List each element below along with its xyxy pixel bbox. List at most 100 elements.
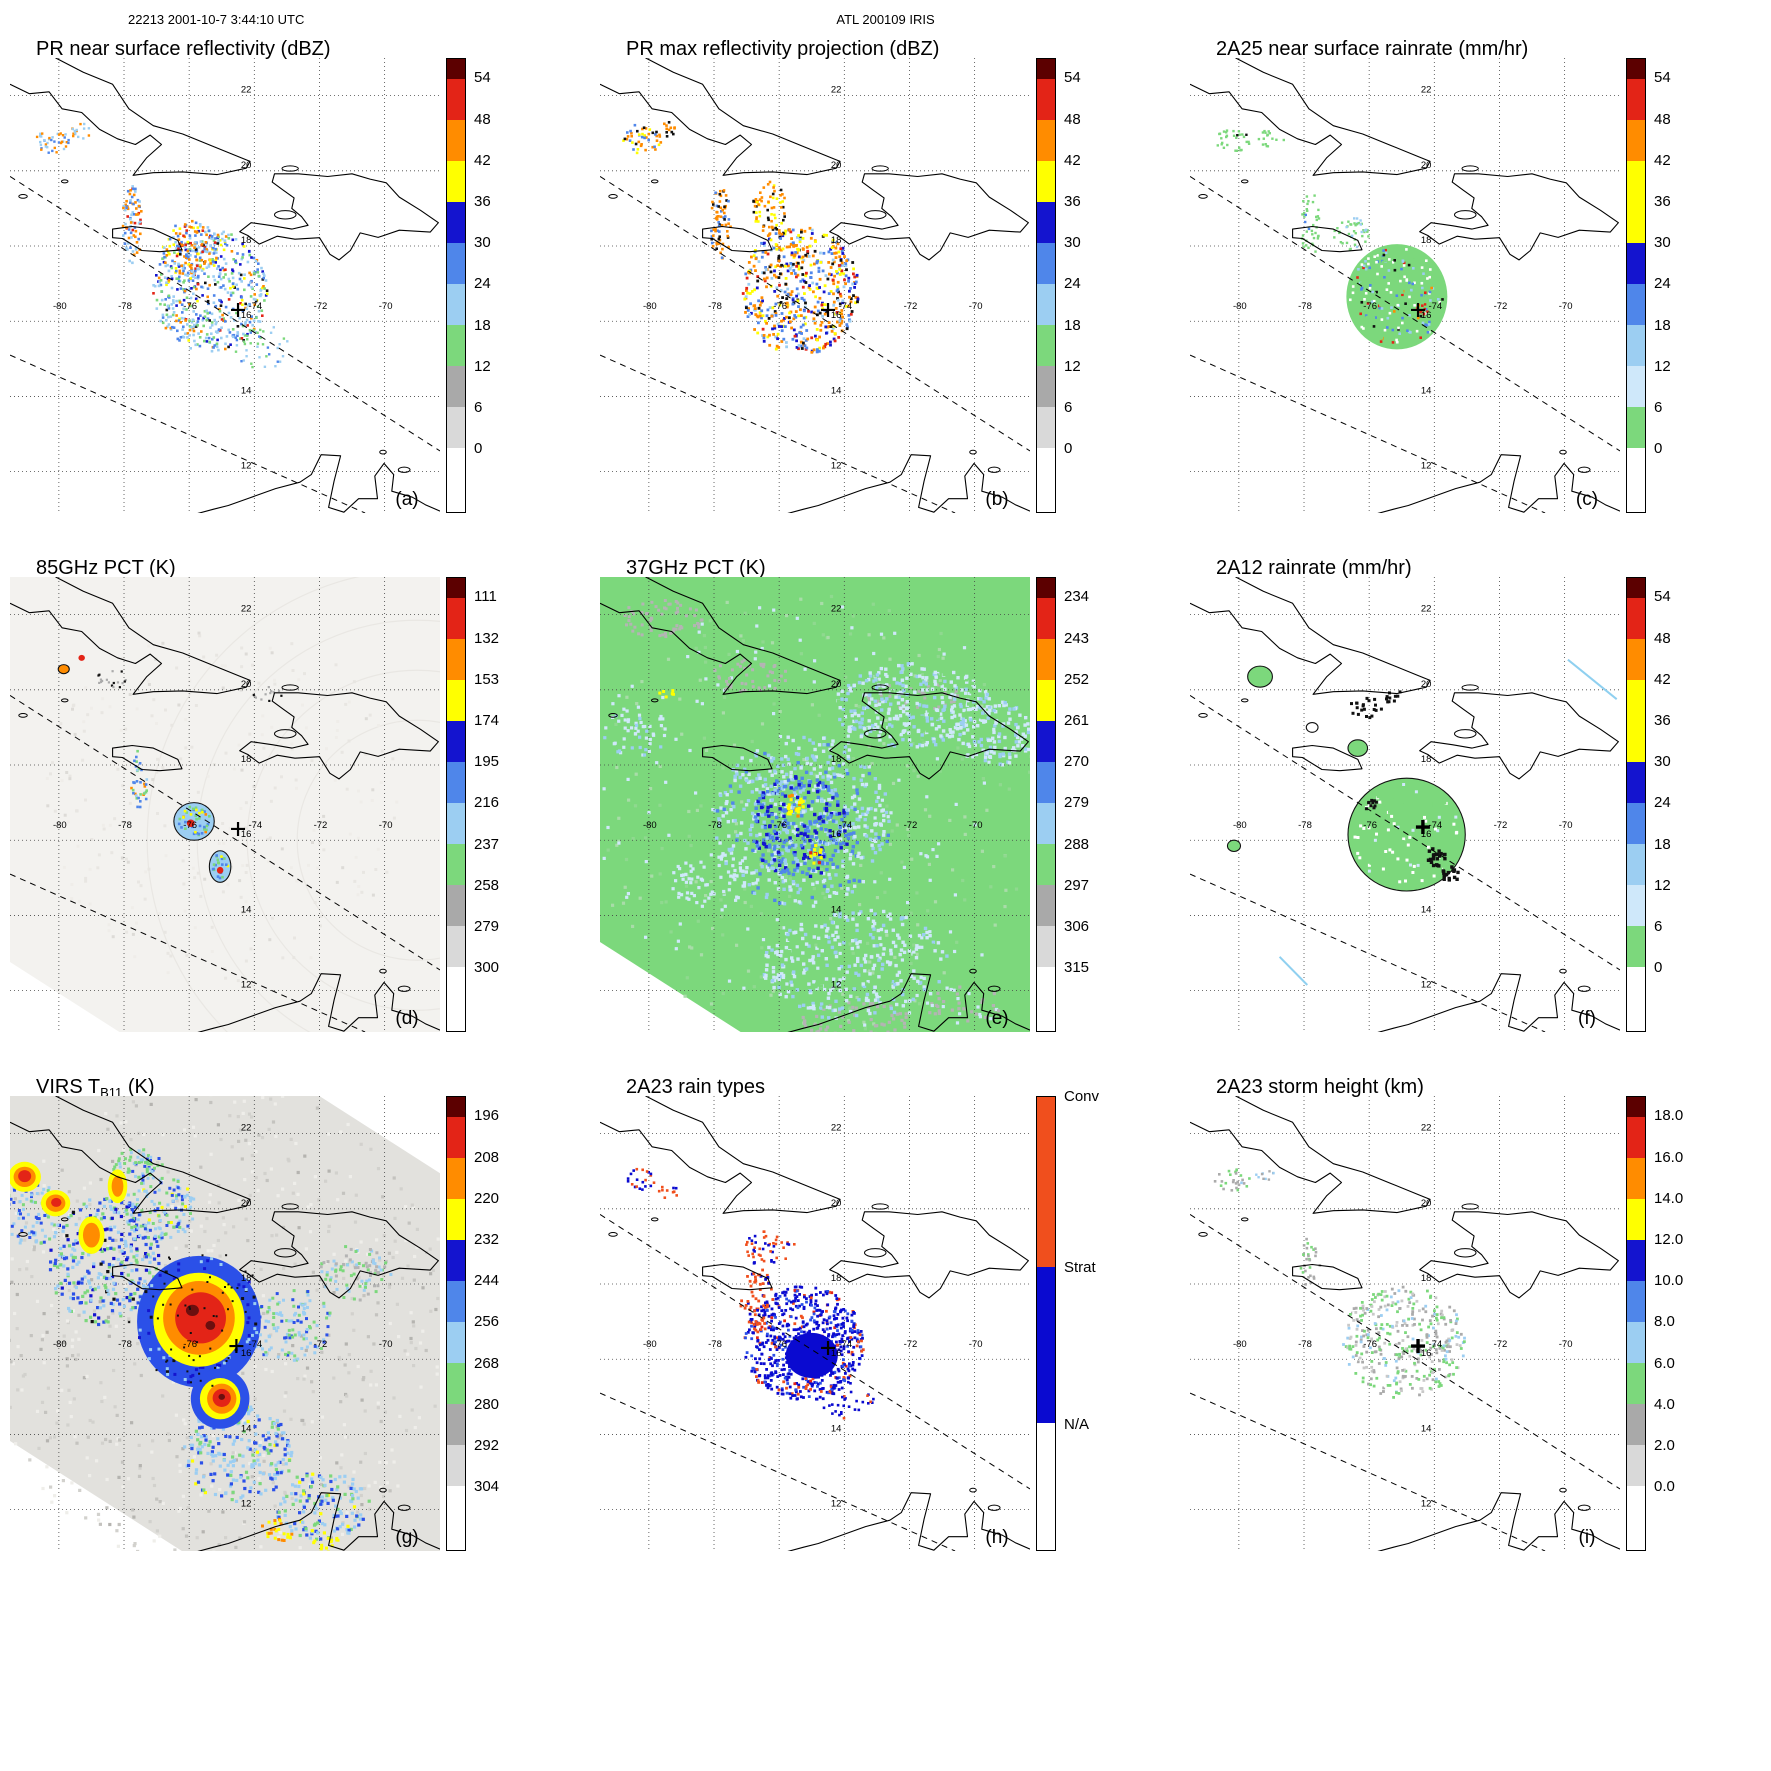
colorbar-tick-label: 24 (1064, 275, 1081, 293)
lat-tick-label: 18 (1421, 235, 1432, 246)
colorbar-tick-label: 306 (1064, 917, 1090, 935)
island-outline (1559, 1487, 1567, 1493)
swath-edge-dashed-line (600, 1214, 1030, 1490)
colorbar-tick-label: 261 (1064, 712, 1090, 729)
colorbar-tick-label: 36 (1064, 193, 1081, 210)
data-speckle-group (1350, 696, 1383, 720)
lat-tick-label: 12 (1421, 461, 1432, 472)
data-speckle-group (1257, 129, 1285, 148)
data-speckle-group (658, 689, 675, 699)
colorbar-tick-label: 268 (474, 1354, 500, 1372)
coastline-south-america (197, 1492, 440, 1551)
lat-tick-label: 20 (1421, 679, 1432, 690)
colorbar-wrap-e: 234 243 252 261 270 279 288 297 306 315 (1036, 577, 1114, 1032)
lat-tick-label: 14 (241, 904, 252, 915)
coastline-cuba (600, 577, 841, 695)
lon-tick-label: -74 (1428, 820, 1442, 831)
colorbar-dbz (1036, 58, 1056, 513)
lat-tick-label: 16 (831, 829, 842, 840)
map-canvas-e: -80 -78 -76 -74 -72 -70 12 14 16 18 20 22 (e) (600, 577, 1030, 1032)
lat-tick-label: 14 (831, 385, 842, 396)
coastline-hispaniola (239, 1211, 439, 1299)
data-speckle-group (97, 670, 127, 689)
coastline-jamaica (112, 744, 183, 772)
data-patch (185, 1304, 199, 1316)
data-patch (175, 1292, 226, 1344)
coastline-cuba (10, 58, 251, 176)
data-line (1567, 658, 1618, 700)
swath-edge-dashed-line (1190, 695, 1620, 971)
lon-tick-label: -80 (643, 1339, 657, 1350)
lat-tick-label: 18 (1421, 1273, 1432, 1284)
data-speckle-group (786, 793, 805, 818)
figure-header: 22213 2001-10-7 3:44:10 UTC ATL 200109 I… (0, 0, 1771, 34)
lon-tick-label: -74 (838, 301, 852, 312)
data-patch (218, 1393, 226, 1400)
data-speckle-group (35, 132, 70, 154)
swath-edge-dashed-line (10, 176, 440, 452)
data-patch (57, 664, 70, 675)
data-speckle-group (1216, 129, 1251, 152)
colorbar-wrap-a: 54 48 42 36 30 24 18 12 6 0 (446, 58, 524, 513)
island-outline (969, 449, 977, 455)
colorbar-tick-label: 0.0 (1654, 1478, 1675, 1496)
lat-tick-label: 14 (831, 904, 842, 915)
island-outline (871, 1203, 889, 1210)
island-outline (60, 1217, 69, 1222)
swath-edge-dashed-line (1190, 176, 1620, 452)
lon-tick-label: -72 (904, 301, 918, 312)
lat-tick-label: 22 (831, 85, 842, 96)
lat-tick-label: 18 (241, 235, 252, 246)
data-speckle-group (234, 326, 289, 369)
colorbar-tick-label: 24 (1654, 794, 1671, 812)
lat-tick-label: 20 (241, 1198, 252, 1209)
lon-tick-label: -76 (183, 1339, 197, 1350)
lat-tick-label: 12 (241, 980, 252, 991)
colorbar-rain (1626, 577, 1646, 1032)
data-speckle-group (739, 1261, 773, 1334)
data-speckle-group (1213, 1168, 1251, 1192)
coastline-hispaniola (829, 692, 1029, 780)
colorbar-tick-label: 2.0 (1654, 1436, 1675, 1454)
lon-tick-label: -78 (708, 301, 722, 312)
data-speckle-group (925, 985, 1001, 1025)
lat-tick-label: 12 (1421, 1499, 1432, 1510)
island-outline (969, 1487, 977, 1493)
island-outline (397, 1504, 411, 1511)
lon-tick-label: -74 (248, 820, 262, 831)
lon-tick-label: -76 (1363, 301, 1377, 312)
colorbar-tick-label: 24 (1654, 275, 1671, 293)
lat-tick-label: 12 (1421, 980, 1432, 991)
panel-title-i: 2A23 storm height (km) (1216, 1076, 1424, 1098)
lon-tick-label: -80 (1233, 301, 1247, 312)
lat-tick-label: 14 (831, 1423, 842, 1434)
colorbar-tick-label: 54 (1654, 69, 1671, 87)
map-canvas-c: -80 -78 -76 -74 -72 -70 12 14 16 18 20 22 (c) (1190, 58, 1620, 513)
lat-tick-label: 14 (241, 1423, 252, 1434)
lat-tick-label: 12 (831, 461, 842, 472)
lon-tick-label: -80 (643, 301, 657, 312)
lon-tick-label: -80 (53, 1339, 67, 1350)
data-patch (78, 654, 85, 661)
colorbar-tick-label: 208 (474, 1148, 500, 1166)
lat-tick-label: 12 (831, 980, 842, 991)
lon-tick-label: -70 (969, 820, 983, 831)
lon-tick-label: -78 (1298, 1339, 1312, 1350)
lat-tick-label: 18 (831, 754, 842, 765)
colorbar-tick-label: 232 (474, 1231, 500, 1248)
lat-tick-label: 22 (1421, 85, 1432, 96)
colorbar-tick-label: 18 (1654, 316, 1671, 334)
colorbar-tick-label: 24 (474, 275, 491, 293)
panel-letter-label: (b) (985, 489, 1008, 510)
colorbar-tick-label: 8.0 (1654, 1313, 1675, 1331)
colorbar-wrap-g: 196 208 220 232 244 256 268 280 292 304 (446, 1096, 524, 1551)
lon-tick-label: -78 (708, 820, 722, 831)
scan-arc (246, 669, 440, 1011)
scan-arc (296, 719, 440, 961)
panel-h: 2A23 rain types -80 -78 -76 -74 -72 -70 12 14 16 1… (590, 1072, 1180, 1591)
data-speckle-group (1441, 865, 1460, 882)
coastline-hispaniola (239, 692, 439, 780)
colorbar-tick-label: 216 (474, 794, 500, 812)
colorbar-tick-label: 12 (1064, 357, 1081, 375)
lon-tick-label: -70 (1559, 820, 1573, 831)
